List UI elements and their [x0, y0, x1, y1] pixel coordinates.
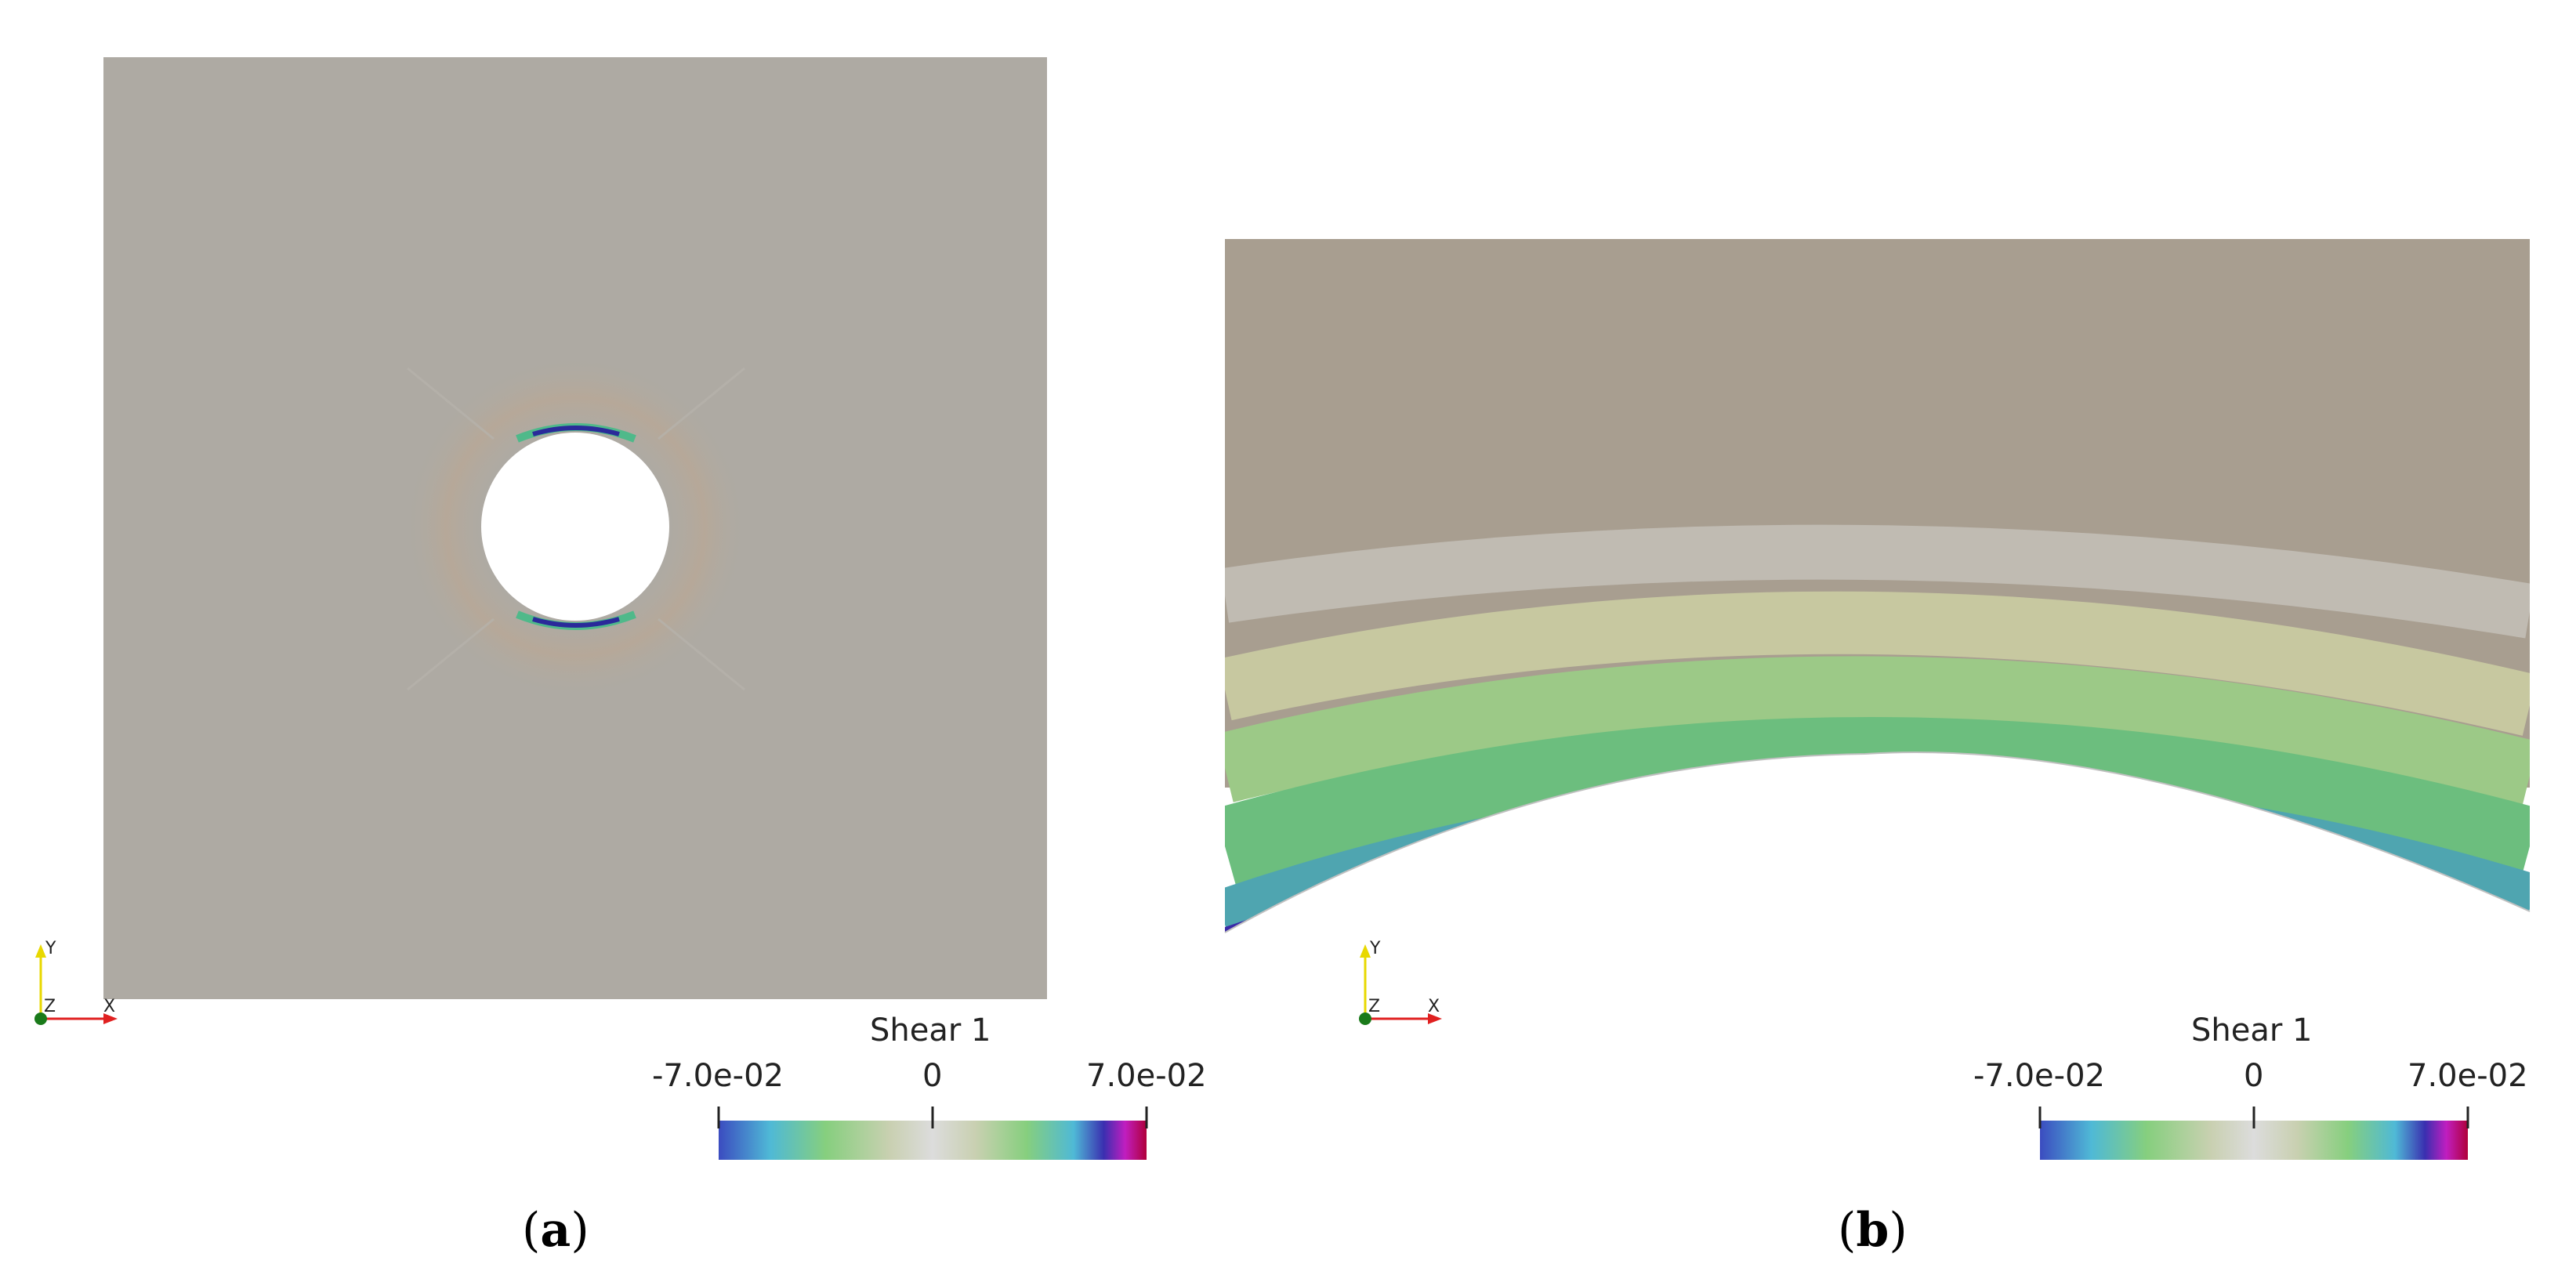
panel-a-plot [103, 57, 1047, 999]
colorbar-a-mid-label: 0 [922, 1058, 943, 1094]
caption-b-letter: b [1856, 1203, 1889, 1258]
caption-b-open: ( [1838, 1203, 1857, 1258]
colorbar-a-min-label: -7.0e-02 [652, 1058, 784, 1094]
colorbar-b-min-label: -7.0e-02 [1973, 1058, 2105, 1094]
axes-triad-b [1359, 944, 1442, 1025]
colorbar-b-mid-label: 0 [2244, 1058, 2264, 1094]
colorbar-b-ticks [2038, 1107, 2469, 1128]
shear-band-lines [407, 367, 745, 691]
hole-edge-b [1224, 752, 2531, 933]
hole-a [481, 433, 669, 621]
caption-a-close: ) [571, 1203, 589, 1258]
colorbar-a-max-label: 7.0e-02 [1086, 1058, 1207, 1094]
axis-label-y-b: Y [1370, 939, 1381, 958]
colorbar-b-max-label: 7.0e-02 [2408, 1058, 2528, 1094]
subfigure-caption-b: (b) [1838, 1203, 1908, 1258]
axis-label-z-a: Z [44, 997, 56, 1016]
axis-label-x-a: X [103, 997, 116, 1016]
panel-b-plot [1224, 239, 2531, 933]
colorbar-b-title: Shear 1 [2191, 1012, 2313, 1049]
axis-label-x-b: X [1428, 997, 1440, 1016]
axis-label-z-b: Z [1368, 997, 1381, 1016]
caption-a-letter: a [540, 1203, 571, 1258]
axis-label-y-a: Y [45, 939, 56, 958]
colorbar-a-title: Shear 1 [870, 1012, 991, 1049]
caption-a-open: ( [522, 1203, 541, 1258]
subfigure-caption-a: (a) [522, 1203, 589, 1258]
colorbar-a-ticks [717, 1107, 1148, 1128]
caption-b-close: ) [1889, 1203, 1908, 1258]
axes-triad-a [34, 944, 118, 1025]
